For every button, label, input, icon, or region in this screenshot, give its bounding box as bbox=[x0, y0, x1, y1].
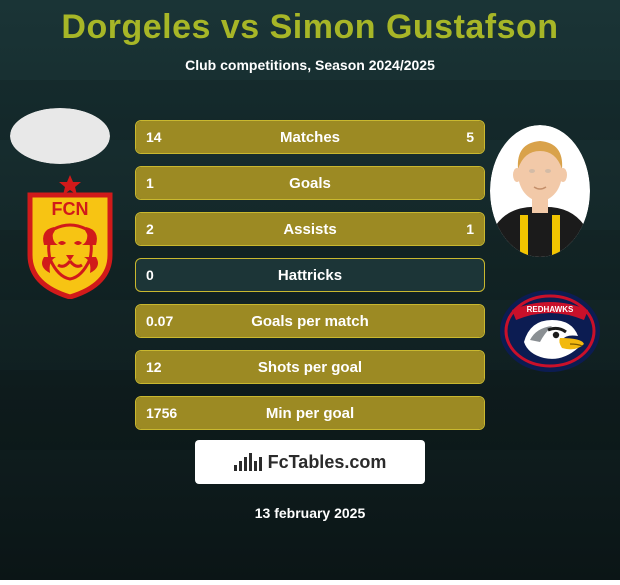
stat-label: Hattricks bbox=[136, 259, 484, 291]
stat-row: Shots per goal12 bbox=[135, 350, 485, 384]
player-left-avatar bbox=[10, 108, 110, 164]
stat-value-left: 0 bbox=[146, 259, 154, 291]
bar-right bbox=[392, 121, 484, 153]
stat-row: Hattricks0 bbox=[135, 258, 485, 292]
fctables-logo: FcTables.com bbox=[195, 440, 425, 484]
page-title: Dorgeles vs Simon Gustafson bbox=[0, 0, 620, 47]
stat-row: Assists21 bbox=[135, 212, 485, 246]
stat-row: Goals per match0.07 bbox=[135, 304, 485, 338]
svg-text:FCN: FCN bbox=[52, 199, 89, 219]
bar-left bbox=[136, 351, 484, 383]
player-right-avatar bbox=[490, 125, 590, 257]
bar-right bbox=[368, 213, 484, 245]
stat-row: Goals1 bbox=[135, 166, 485, 200]
bar-left bbox=[136, 305, 484, 337]
subtitle: Club competitions, Season 2024/2025 bbox=[0, 57, 620, 73]
stat-row: Min per goal1756 bbox=[135, 396, 485, 430]
svg-text:REDHAWKS: REDHAWKS bbox=[527, 305, 574, 314]
bar-left bbox=[136, 213, 368, 245]
date-text: 13 february 2025 bbox=[0, 505, 620, 521]
club-badge-right: REDHAWKS bbox=[500, 290, 600, 372]
stat-rows: Matches145 Goals1 Assists21 Hattricks0 Goals… bbox=[135, 120, 485, 442]
stat-row: Matches145 bbox=[135, 120, 485, 154]
bar-left bbox=[136, 121, 392, 153]
logo-bars-icon bbox=[234, 453, 262, 471]
logo-text: FcTables.com bbox=[268, 452, 387, 473]
bar-left bbox=[136, 167, 484, 199]
bar-left bbox=[136, 397, 484, 429]
club-badge-left: FCN bbox=[20, 175, 120, 299]
